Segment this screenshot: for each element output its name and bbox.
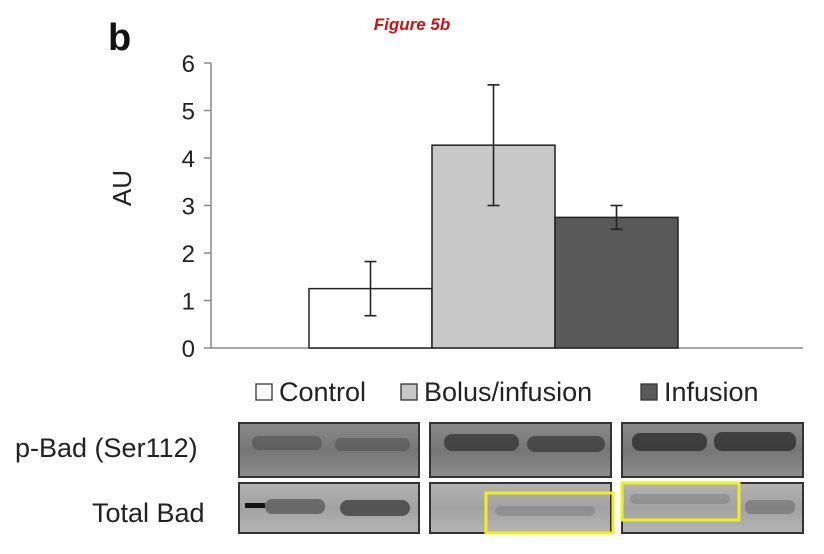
blot-band xyxy=(630,494,730,504)
blot-band xyxy=(340,500,410,516)
blot-band xyxy=(527,436,605,452)
y-tick-label: 2 xyxy=(182,241,195,268)
bars-group xyxy=(308,84,679,349)
panel-letter: b xyxy=(108,17,131,59)
blot-band xyxy=(252,436,322,450)
highlight-box xyxy=(484,491,615,535)
y-tick-label: 4 xyxy=(182,146,195,173)
highlight-box xyxy=(620,481,741,522)
legend-entry: Infusion xyxy=(664,377,759,407)
y-tick-label: 0 xyxy=(182,336,195,363)
legend-swatch xyxy=(640,383,658,401)
y-tick-label: 3 xyxy=(182,194,195,221)
blot-band xyxy=(745,500,795,514)
y-axis-title: AU xyxy=(107,170,137,206)
legend-entry: Control xyxy=(279,377,366,407)
legend-entry: Bolus/infusion xyxy=(424,377,592,407)
blot-band xyxy=(495,506,595,516)
y-tick-label: 1 xyxy=(182,289,195,316)
blot-row-label: Total Bad xyxy=(92,498,205,528)
blot-band xyxy=(265,499,325,514)
legend-swatch xyxy=(400,383,418,401)
y-tick-label: 6 xyxy=(182,51,195,78)
blot-band xyxy=(714,432,796,451)
blot-row-label: p-Bad (Ser112) xyxy=(15,433,198,463)
blot-band xyxy=(632,433,707,451)
bar-infusion xyxy=(554,216,679,349)
figure-title: Figure 5b xyxy=(374,15,451,34)
blot-band xyxy=(444,434,519,451)
blot-marker xyxy=(245,503,265,508)
legend: Control Bolus/infusion Infusion xyxy=(255,377,759,407)
legend-swatch xyxy=(255,383,273,401)
blot-band xyxy=(335,438,410,451)
y-tick-label: 5 xyxy=(182,99,195,126)
y-axis-ticks: 0 1 2 3 4 5 6 xyxy=(182,51,211,363)
blot-lane-bolus-infusion xyxy=(429,482,612,534)
western-blot: p-Bad (Ser112) Total Bad xyxy=(15,422,804,535)
